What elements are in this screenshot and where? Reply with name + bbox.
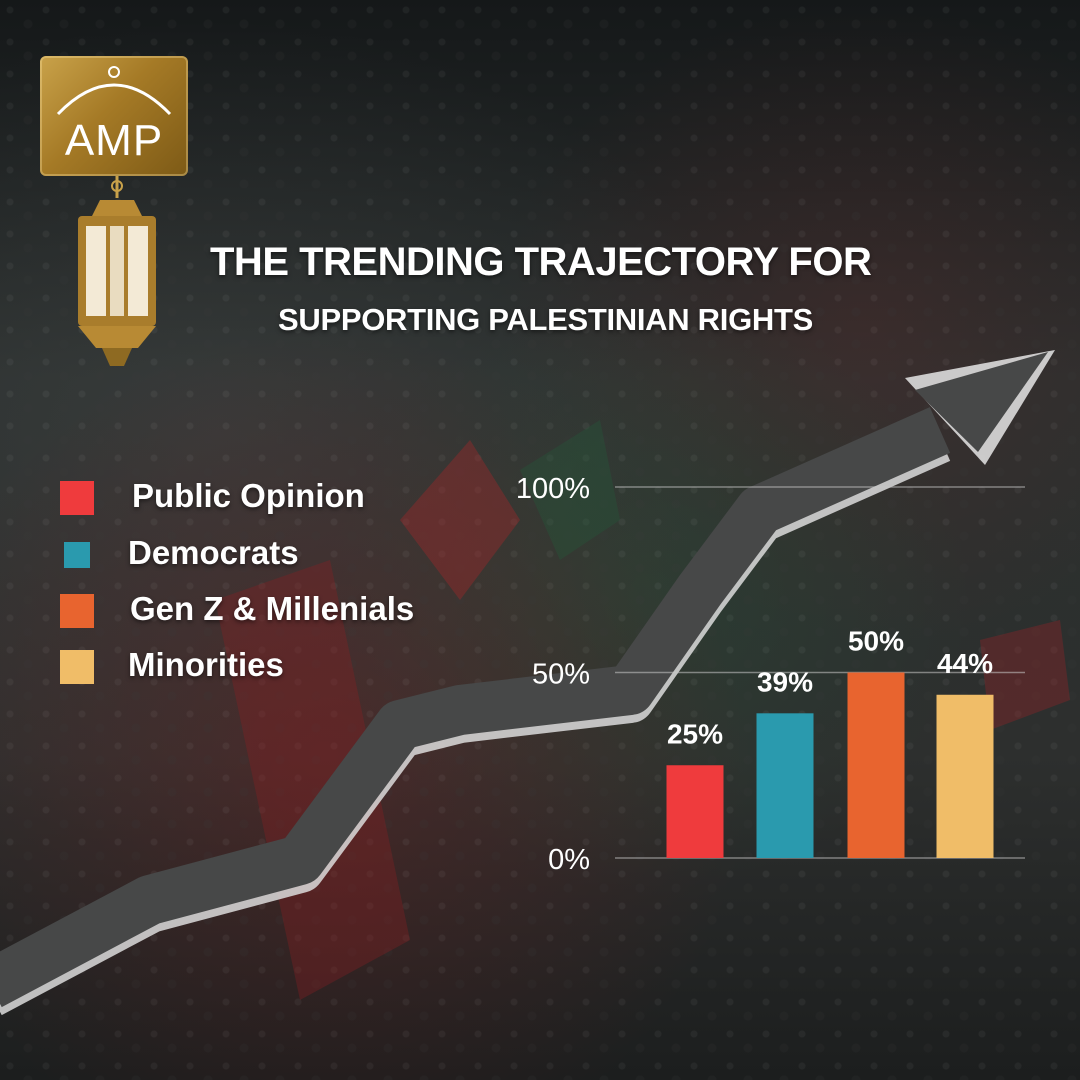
bar-value-label: 44% xyxy=(937,648,993,679)
y-tick-label: 100% xyxy=(516,473,590,505)
bar-3 xyxy=(847,672,905,858)
bar-value-label: 50% xyxy=(848,626,904,657)
bar-1 xyxy=(666,765,724,858)
title-line-2: SUPPORTING PALESTINIAN RIGHTS xyxy=(278,302,813,337)
dome-arc-icon xyxy=(56,66,172,116)
bar-value-label: 25% xyxy=(667,718,723,749)
legend-swatch xyxy=(60,650,94,684)
y-tick-label: 50% xyxy=(532,659,590,691)
bar-4 xyxy=(936,694,994,858)
legend-swatch xyxy=(60,594,94,628)
y-tick-label: 0% xyxy=(548,844,590,876)
bar-2 xyxy=(756,713,814,858)
logo-text: AMP xyxy=(64,116,164,165)
bar-value-label: 39% xyxy=(757,666,813,697)
legend-label: Public Opinion xyxy=(132,477,365,514)
legend-swatch xyxy=(60,481,94,515)
legend-label: Minorities xyxy=(128,646,284,683)
trend-arrow xyxy=(0,350,1055,1016)
amp-logo: AMP xyxy=(40,56,188,176)
legend-label: Democrats xyxy=(128,534,299,571)
legend-swatch xyxy=(64,542,90,568)
legend-label: Gen Z & Millenials xyxy=(130,590,415,627)
lantern-icon xyxy=(78,176,156,366)
title-line-1: THE TRENDING TRAJECTORY FOR xyxy=(210,240,872,284)
